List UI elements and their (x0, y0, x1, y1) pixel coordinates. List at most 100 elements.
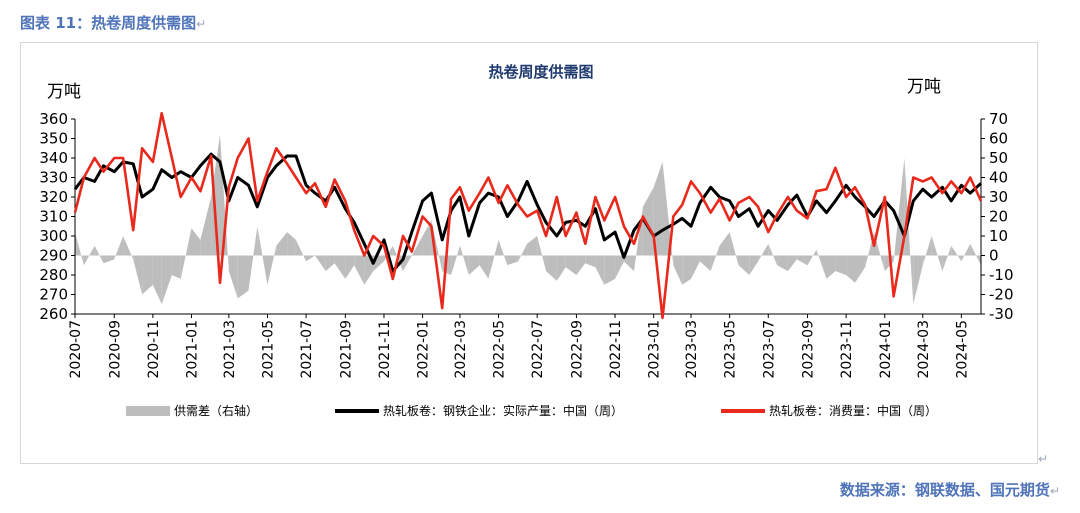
x-tick-label: 2021-01 (184, 320, 200, 379)
gap-area-segment (623, 255, 635, 272)
gap-area-segment (488, 239, 499, 279)
gap-area-segment (142, 255, 153, 295)
gap-area-segment (295, 239, 307, 262)
gap-area-segment (729, 232, 739, 266)
production-line (73, 152, 983, 273)
x-tick-label: 2022-05 (492, 320, 508, 379)
x-tick-label: 2021-11 (377, 320, 393, 379)
gap-area-segment (673, 255, 683, 285)
return-mark: ↵ (1049, 484, 1060, 498)
legend-swatch-gap (126, 406, 170, 416)
gap-area-segment (826, 255, 836, 279)
gap-area-segment (710, 245, 720, 272)
right-tick-label: 30 (989, 188, 1008, 206)
supply-demand-gap-area (75, 134, 981, 305)
right-tick-label: -10 (989, 266, 1014, 284)
x-tick-label: 2023-05 (723, 320, 739, 379)
gap-area-segment (576, 255, 586, 275)
gap-area-segment (314, 255, 326, 272)
right-tick-label: 20 (989, 208, 1008, 226)
gap-area-segment (468, 255, 480, 275)
gap-area-segment (114, 236, 124, 260)
x-tick-label: 2020-09 (107, 320, 123, 379)
gap-area-segment (103, 255, 115, 264)
gap-area-segment (422, 220, 432, 256)
gap-area-segment (942, 245, 952, 272)
gap-area-segment (970, 243, 981, 266)
gap-area-segment (392, 245, 403, 272)
data-source-text: 数据来源：钢联数据、国元期货 (839, 481, 1050, 499)
x-tick-label: 2024-03 (916, 320, 932, 379)
gap-area-segment (835, 255, 847, 275)
x-tick-label: 2023-01 (647, 320, 663, 379)
gap-area-segment (237, 255, 249, 299)
gap-area-segment (546, 255, 557, 281)
gap-area-segment (411, 236, 423, 256)
x-tick-label: 2020-07 (68, 320, 84, 379)
gap-area-segment (123, 236, 134, 260)
gap-area-segment (325, 255, 335, 272)
figure-caption-text: 图表 11：热卷周度供需图 (20, 14, 197, 32)
left-tick-label: 330 (39, 169, 68, 187)
gap-area-segment (257, 226, 268, 285)
x-tick-label: 2023-09 (801, 320, 817, 379)
left-tick-label: 360 (39, 110, 68, 128)
gap-area-segment (855, 255, 866, 283)
left-tick-label: 280 (39, 266, 68, 284)
gap-area-segment (402, 255, 412, 272)
legend-label: 热轧板卷：钢铁企业：实际产量：中国（周） (383, 403, 623, 418)
gap-area-segment (507, 255, 519, 266)
gap-area-segment (345, 255, 355, 279)
gap-area-segment (200, 197, 212, 256)
gap-area-segment (171, 255, 181, 279)
gap-area-segment (807, 249, 817, 266)
x-tick-label: 2022-11 (608, 320, 624, 379)
gap-area-segment (152, 255, 162, 305)
figure-caption: 图表 11：热卷周度供需图↵ (20, 12, 206, 33)
x-tick-label: 2021-05 (260, 320, 276, 379)
left-tick-label: 260 (39, 305, 68, 323)
gap-area-segment (267, 245, 277, 285)
gap-area-segment (459, 245, 469, 275)
gap-area-segment (922, 236, 932, 266)
left-tick-label: 340 (39, 149, 68, 167)
right-tick-label: 70 (989, 110, 1008, 128)
left-tick-label: 270 (39, 286, 68, 304)
right-tick-label: -30 (989, 305, 1014, 323)
data-source: 数据来源：钢联数据、国元期货↵ (840, 479, 1060, 500)
x-tick-label: 2021-09 (338, 320, 354, 379)
right-axis-unit: 万吨 (907, 77, 941, 97)
gap-area-segment (479, 255, 489, 279)
gap-area-segment (691, 255, 700, 279)
gap-area-segment (94, 245, 104, 264)
gap-area-segment (768, 243, 778, 266)
gap-area-segment (556, 255, 566, 281)
gap-area-segment (931, 236, 943, 272)
gap-area-segment (719, 232, 730, 256)
x-tick-label: 2020-11 (146, 320, 162, 379)
gap-area-segment (537, 236, 547, 272)
gap-area-segment (287, 232, 296, 256)
gap-area-segment (276, 232, 288, 256)
left-tick-label: 300 (39, 227, 68, 245)
gap-area-segment (219, 134, 229, 272)
x-tick-label: 2021-07 (299, 320, 315, 379)
gap-area-segment (354, 255, 365, 285)
gap-area-segment (604, 255, 616, 285)
x-tick-label: 2022-01 (416, 320, 432, 379)
gap-area-segment (642, 187, 654, 256)
legend: 供需差（右轴） 热轧板卷：钢铁企业：实际产量：中国（周） 热轧板卷：消费量：中国（周… (126, 403, 937, 418)
legend-label: 供需差（右轴） (174, 403, 258, 418)
gap-area-segment (228, 255, 238, 299)
gap-area-segment (893, 158, 905, 262)
return-mark-corner: ↵ (1038, 452, 1049, 466)
right-tick-label: 50 (989, 149, 1008, 167)
gap-area-segment (83, 245, 95, 266)
gap-area-segment (565, 255, 577, 275)
gap-area-segment (913, 255, 923, 305)
chart-svg: 热卷周度供需图 万吨 万吨 26027028029030031032033034… (39, 63, 1014, 418)
consumption-line (73, 111, 983, 320)
gap-area-segment (816, 249, 827, 279)
x-tick-label: 2022-09 (569, 320, 585, 379)
gap-area-segment (306, 255, 315, 262)
